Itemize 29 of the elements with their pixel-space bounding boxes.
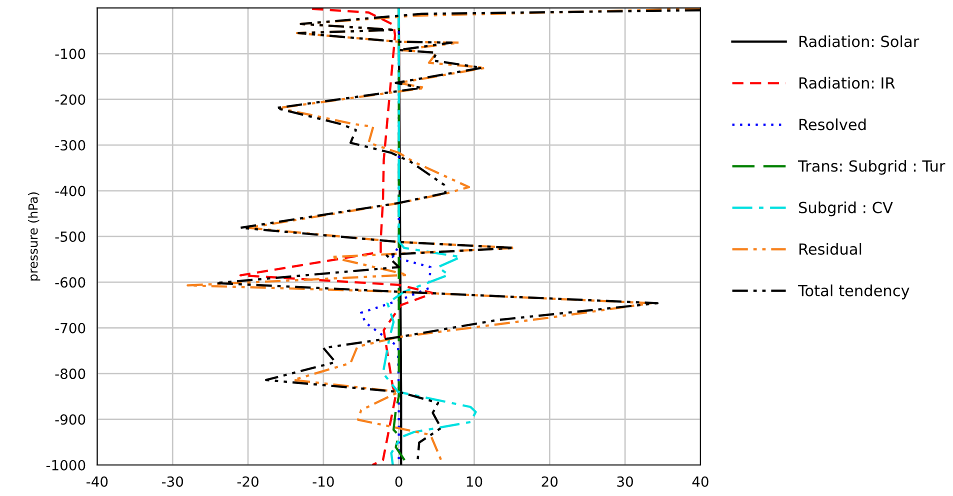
y-tick-label: -900 [55,414,86,425]
x-tick-label: -10 [312,476,334,487]
y-axis-title: pressure (hPa) [28,192,40,280]
y-tick-label: -700 [55,322,86,334]
y-tick-label: -300 [55,140,86,151]
y-tick-label: -100 [55,48,86,60]
legend-label: Subgrid : CV [799,201,893,216]
legend-label: Radiation: Solar [799,35,920,48]
legend-label: Trans: Subgrid : Tur [798,160,946,175]
x-tick-label: 20 [542,476,558,487]
legend-label: Residual [799,243,862,255]
line-series [382,8,477,465]
line-series [239,8,435,465]
x-tick-label: -40 [86,476,108,487]
legend-label: Resolved [799,118,866,130]
x-tick-label: -20 [237,476,258,487]
x-tick-label: 0 [395,476,402,487]
y-tick-label: -1000 [46,460,86,470]
x-tick-label: 30 [617,476,633,487]
y-tick-label: -600 [55,277,86,288]
y-tick-label: -400 [55,186,86,196]
legend-label: Total tendency [798,284,910,300]
x-tick-label: 40 [692,476,708,487]
y-tick-label: -500 [55,231,86,242]
y-tick-label: -800 [55,368,86,380]
x-tick-label: -30 [162,476,184,487]
legend-label: Radiation: IR [799,76,895,89]
x-tick-label: 10 [466,476,482,487]
y-tick-label: -200 [55,94,86,105]
